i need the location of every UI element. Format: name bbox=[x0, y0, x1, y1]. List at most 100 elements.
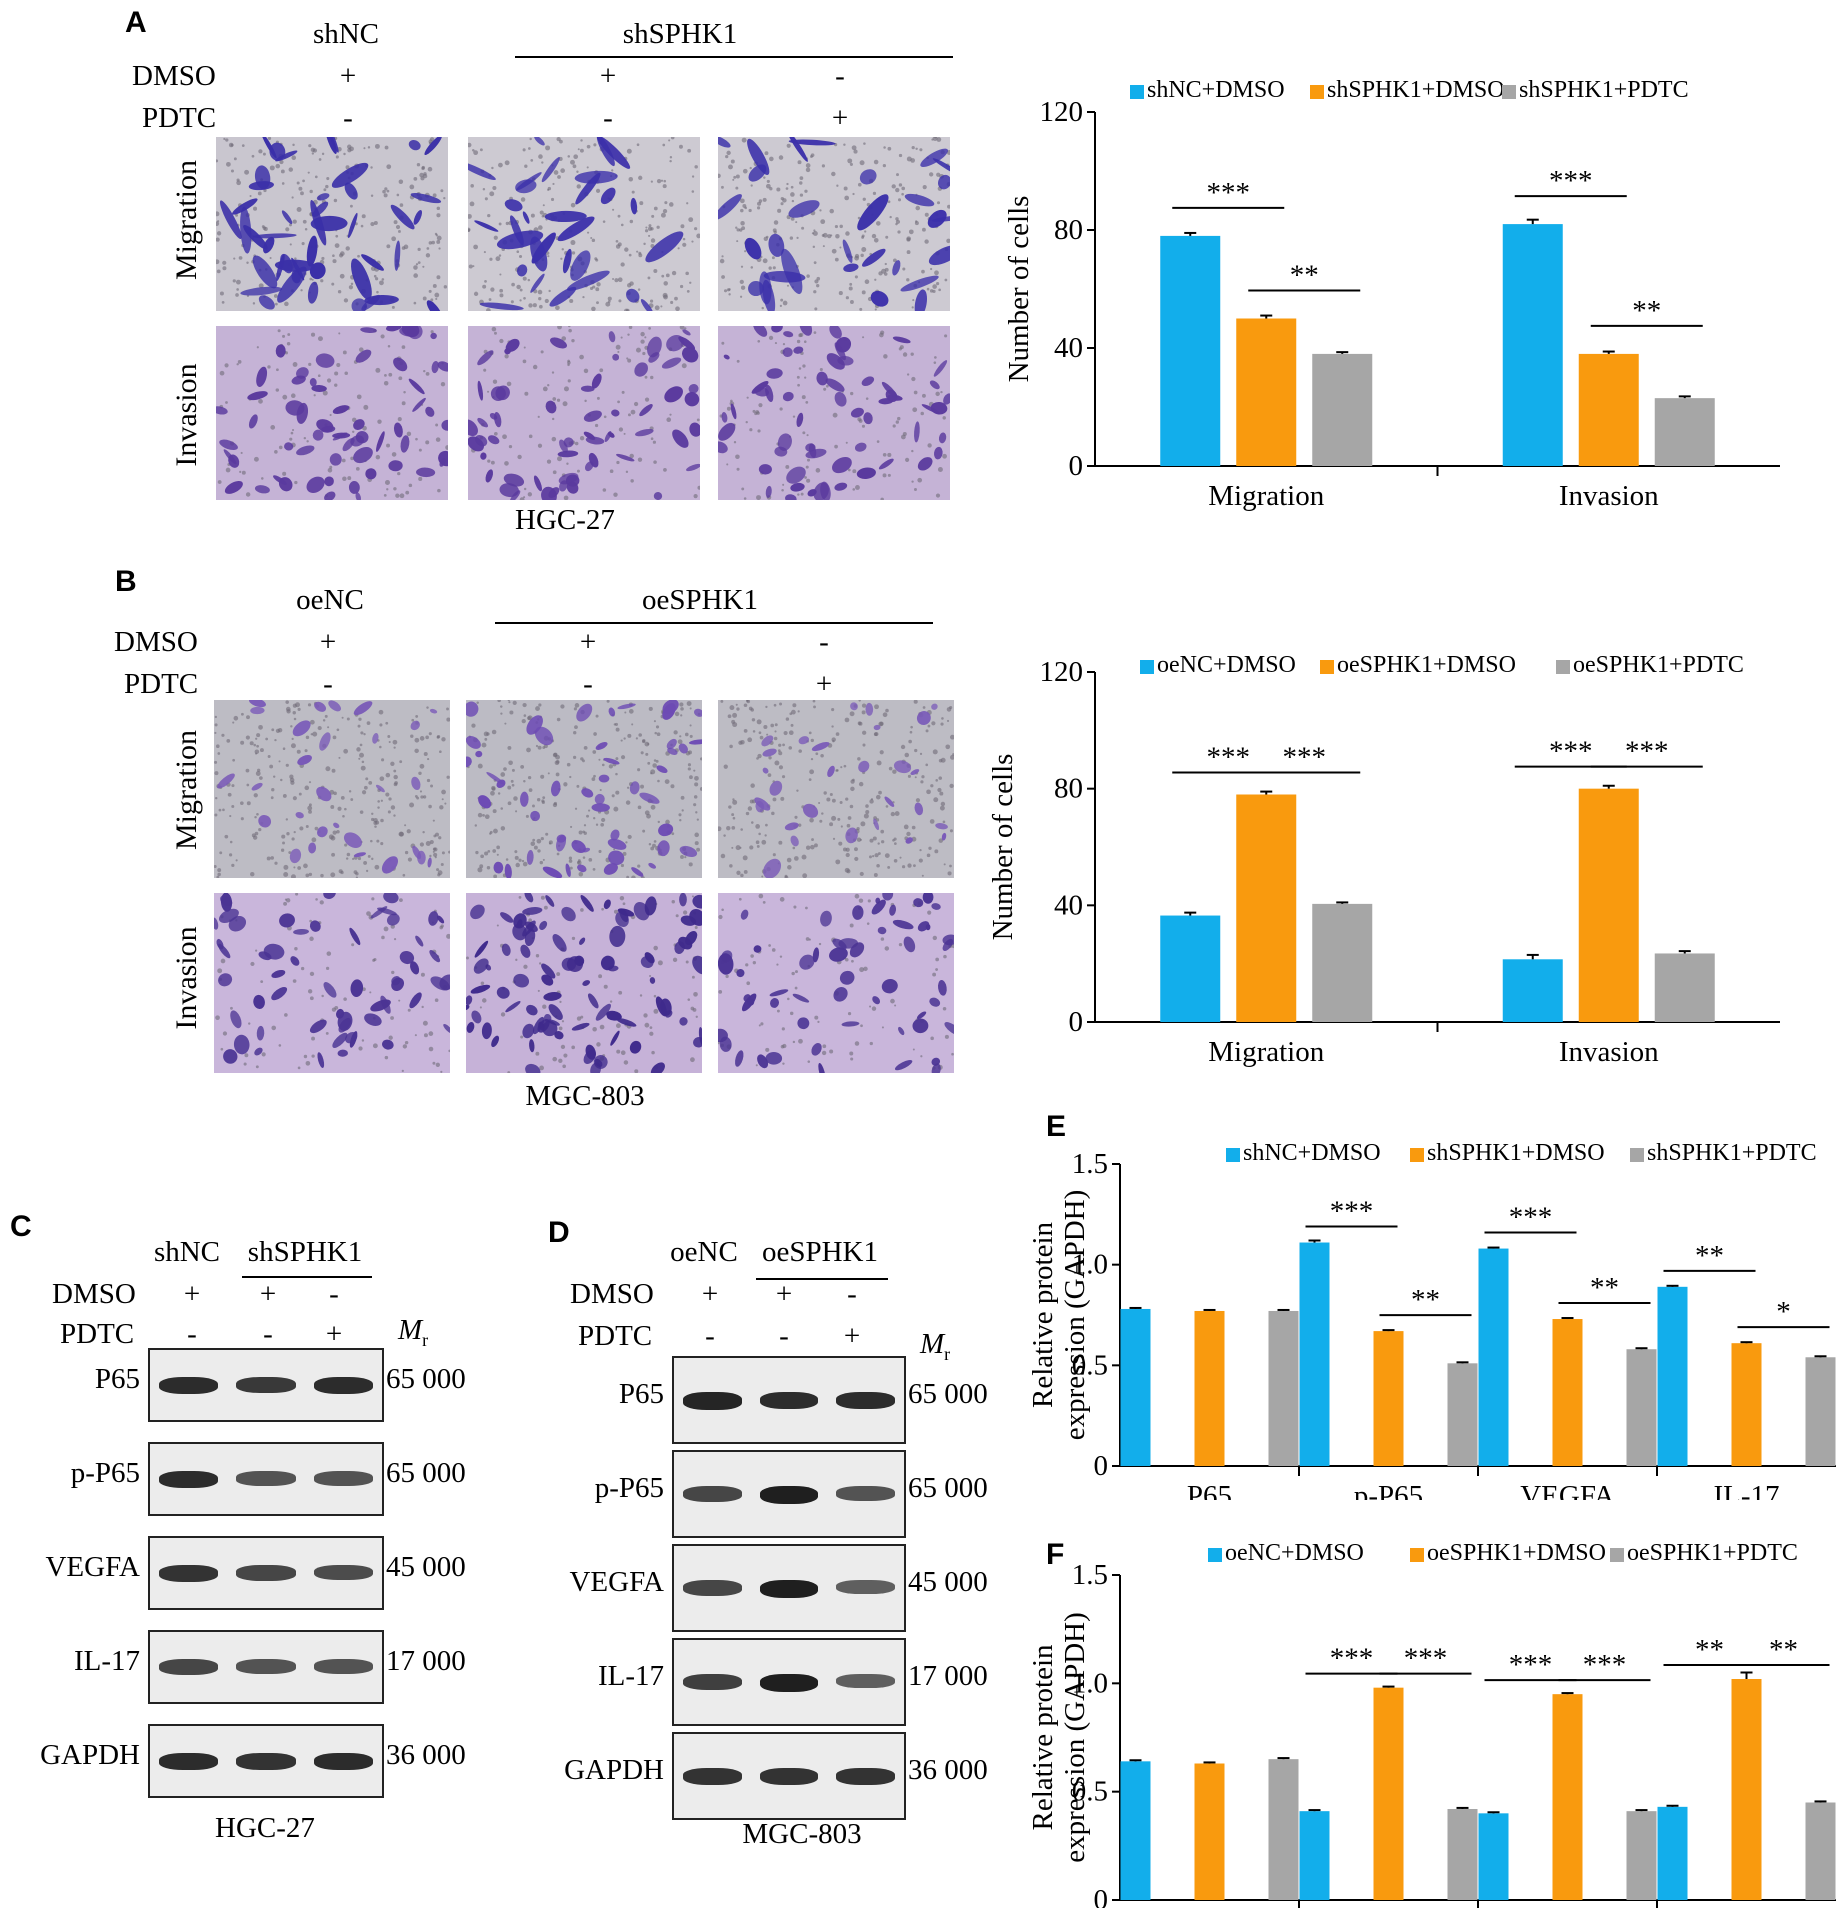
legend-swatch bbox=[1610, 1548, 1624, 1562]
group-label-shnc: shNC bbox=[153, 1236, 221, 1268]
y-axis-label-line: Relative protein bbox=[1030, 1644, 1059, 1831]
protein-label: IL-17 bbox=[597, 1660, 664, 1692]
treatment-sign: + bbox=[831, 102, 849, 134]
bar bbox=[1236, 318, 1297, 466]
chart-b: 0 40 80 120 Number of cells Migration *** *** In… bbox=[987, 652, 1780, 1068]
micrograph bbox=[216, 326, 448, 500]
bar bbox=[1654, 953, 1715, 1022]
treatment-sign: + bbox=[319, 626, 337, 658]
treatment-sign: - bbox=[847, 1278, 857, 1310]
micrograph bbox=[718, 326, 950, 500]
legend-swatch bbox=[1630, 1148, 1644, 1162]
y-axis-label: Number of cells bbox=[1003, 196, 1035, 383]
legend-label: shSPHK1+PDTC bbox=[1647, 1140, 1817, 1166]
bar bbox=[1373, 1331, 1404, 1466]
row-label-dmso: DMSO bbox=[132, 60, 216, 92]
legend-swatch bbox=[1410, 1148, 1424, 1162]
image-row-label-migration: Migration bbox=[170, 730, 203, 850]
y-tick-label: 80 bbox=[1054, 773, 1083, 805]
blot-strip bbox=[148, 1724, 384, 1798]
legend-label: oeNC+DMSO bbox=[1157, 652, 1296, 678]
bar bbox=[1194, 1310, 1225, 1466]
group-underline bbox=[515, 56, 953, 58]
molecular-weight-label: 65 000 bbox=[908, 1378, 988, 1410]
significance-marker: ** bbox=[1695, 1634, 1724, 1666]
micrograph bbox=[718, 893, 954, 1073]
legend-label: shNC+DMSO bbox=[1243, 1140, 1381, 1166]
bar bbox=[1626, 1811, 1657, 1900]
row-label-pdtc: PDTC bbox=[60, 1318, 135, 1350]
treatment-sign: - bbox=[329, 1278, 339, 1310]
mr-label: Mr bbox=[920, 1328, 951, 1364]
x-tick-label: P65 bbox=[1187, 1480, 1232, 1500]
protein-label: GAPDH bbox=[564, 1754, 664, 1786]
legend-label: shSPHK1+PDTC bbox=[1519, 77, 1689, 103]
y-tick-label: 0.5 bbox=[1072, 1776, 1108, 1808]
protein-band bbox=[236, 1753, 296, 1770]
protein-band bbox=[836, 1768, 895, 1785]
bar bbox=[1447, 1809, 1478, 1900]
legend-label: oeSPHK1+PDTC bbox=[1627, 1540, 1798, 1566]
micrograph bbox=[214, 700, 450, 878]
bar bbox=[1805, 1357, 1836, 1466]
x-tick-label: p-P65 bbox=[1354, 1480, 1423, 1500]
protein-band bbox=[159, 1565, 219, 1582]
protein-band bbox=[683, 1674, 742, 1690]
legend-swatch bbox=[1502, 85, 1516, 99]
treatment-sign: + bbox=[339, 60, 357, 92]
molecular-weight-label: 65 000 bbox=[386, 1457, 466, 1489]
protein-band bbox=[683, 1392, 742, 1410]
y-tick-label: 0.5 bbox=[1072, 1349, 1108, 1381]
cell-line-caption: MGC-803 bbox=[525, 1080, 645, 1112]
significance-marker: *** bbox=[1207, 742, 1251, 774]
protein-band bbox=[759, 1392, 819, 1410]
legend-label: shSPHK1+DMSO bbox=[1427, 1140, 1605, 1166]
row-label-dmso: DMSO bbox=[114, 626, 198, 658]
molecular-weight-label: 17 000 bbox=[908, 1660, 988, 1692]
y-tick-label: 1.0 bbox=[1072, 1249, 1108, 1281]
blot-strip bbox=[148, 1348, 384, 1422]
molecular-weight-label: 45 000 bbox=[908, 1566, 988, 1598]
legend-label: oeSPHK1+PDTC bbox=[1573, 652, 1744, 678]
significance-marker: *** bbox=[1549, 165, 1593, 197]
significance-marker: *** bbox=[1283, 742, 1327, 774]
x-tick-label: Invasion bbox=[1559, 480, 1659, 512]
bar bbox=[1120, 1761, 1151, 1900]
protein-band bbox=[159, 1753, 219, 1771]
y-tick-label: 120 bbox=[1040, 656, 1084, 688]
treatment-sign: - bbox=[323, 668, 333, 700]
protein-band bbox=[759, 1486, 819, 1504]
protein-band bbox=[236, 1565, 296, 1581]
protein-band bbox=[313, 1565, 373, 1581]
treatment-sign: - bbox=[705, 1320, 715, 1352]
y-tick-label: 0 bbox=[1069, 450, 1084, 482]
bar bbox=[1312, 903, 1373, 1022]
legend-label: oeSPHK1+DMSO bbox=[1427, 1540, 1606, 1566]
significance-marker: *** bbox=[1509, 1649, 1553, 1681]
protein-band bbox=[683, 1486, 742, 1502]
cell-line-caption: HGC-27 bbox=[515, 504, 615, 536]
chart-f: 0 0.5 1.0 1.5 Relative proteinexpression (GA… bbox=[1030, 1540, 1836, 1908]
treatment-sign: - bbox=[819, 626, 829, 658]
protein-label: p-P65 bbox=[594, 1472, 664, 1504]
protein-band bbox=[836, 1580, 895, 1594]
bar bbox=[1299, 1811, 1330, 1900]
legend-label: shNC+DMSO bbox=[1147, 77, 1285, 103]
treatment-sign: - bbox=[343, 102, 353, 134]
bar bbox=[1299, 1242, 1330, 1466]
group-label-oenc: oeNC bbox=[670, 1236, 738, 1268]
bar bbox=[1731, 1343, 1762, 1466]
x-tick-label: VEGFA bbox=[1520, 1480, 1615, 1500]
significance-marker: ** bbox=[1632, 295, 1661, 327]
panel-label-d: D bbox=[548, 1216, 570, 1249]
significance-marker: *** bbox=[1509, 1202, 1553, 1234]
y-tick-label: 80 bbox=[1054, 214, 1083, 246]
micrograph bbox=[214, 893, 450, 1073]
micrograph bbox=[216, 137, 448, 311]
y-tick-label: 1.5 bbox=[1072, 1148, 1108, 1180]
legend-label: oeNC+DMSO bbox=[1225, 1540, 1364, 1566]
protein-band bbox=[236, 1377, 296, 1394]
cell-line-caption: HGC-27 bbox=[215, 1812, 315, 1844]
treatment-sign: - bbox=[263, 1318, 273, 1350]
